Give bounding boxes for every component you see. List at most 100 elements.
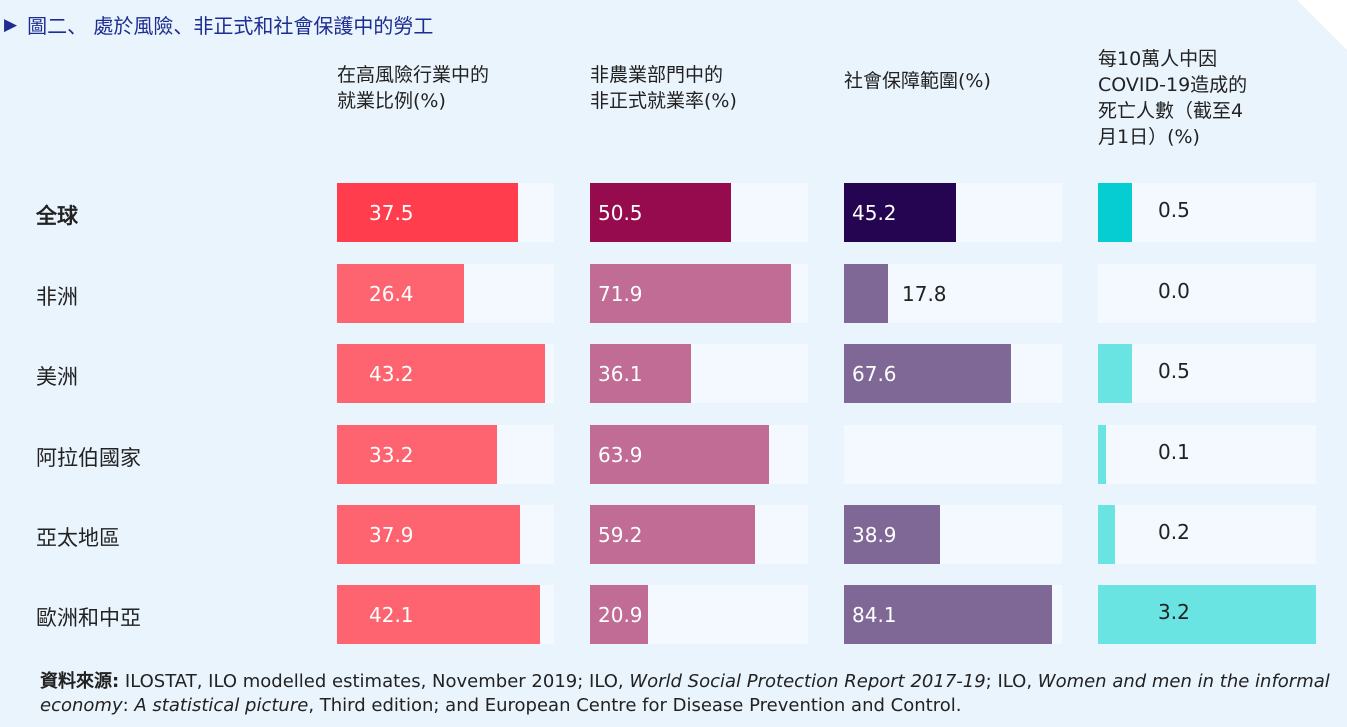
bar [844,505,940,564]
triangle-bullet-icon: ▶ [4,14,18,35]
chart-title: ▶ 圖二、 處於風險、非正式和社會保護中的勞工 [4,10,433,39]
source-text-1: ILOSTAT, ILO modelled estimates, Novembe… [119,671,630,692]
bar-track: 33.2 [337,425,554,484]
bar [337,425,497,484]
bar-track: 37.5 [337,183,554,242]
column-header-line: 死亡人數（截至4 [1098,100,1244,122]
bar [337,585,540,644]
bar-track: 0.1 [1098,425,1316,484]
data-label: 20.9 [598,603,643,627]
column-header-line: 就業比例(%) [337,90,446,112]
bar-track: 0.5 [1098,344,1316,403]
data-label: 63.9 [598,443,643,467]
data-label: 43.2 [369,362,414,386]
bar [337,264,464,323]
bar-track: 42.1 [337,585,554,644]
bar-track: 20.9 [590,585,808,644]
source-label: 資料來源: [40,671,120,692]
column-header-2: 非農業部門中的 非正式就業率(%) [590,62,737,114]
bar [844,183,956,242]
bar [844,344,1011,403]
data-label: 42.1 [369,603,414,627]
row-label: 全球 [36,204,78,228]
bar-track: 36.1 [590,344,808,403]
bar-track: 59.2 [590,505,808,564]
data-label: 17.8 [902,282,947,306]
bar-track: 71.9 [590,264,808,323]
column-header-line: 非農業部門中的 [590,64,724,86]
data-label: 0.5 [1158,198,1190,222]
bar-track: 37.9 [337,505,554,564]
bar-track: 26.4 [337,264,554,323]
row-label: 美洲 [36,365,78,389]
data-label: 45.2 [852,201,897,225]
bar [590,264,791,323]
column-header-line: 每10萬人中因 [1098,48,1218,70]
bar-track: 67.6 [844,344,1062,403]
data-label: 84.1 [852,603,897,627]
bar [1098,344,1132,403]
data-label: 0.2 [1158,520,1190,544]
bar-track: 3.2 [1098,585,1316,644]
bar [1098,183,1132,242]
bar [1098,425,1106,484]
row-label: 歐洲和中亞 [36,606,141,630]
bar [844,264,888,323]
bar [844,585,1052,644]
data-label: 26.4 [369,282,414,306]
bar-track: 0.2 [1098,505,1316,564]
bar-track: 63.9 [590,425,808,484]
column-header-4: 每10萬人中因 COVID-19造成的 死亡人數（截至4 月1日）(%) [1098,46,1247,150]
data-label: 0.0 [1158,279,1190,303]
bar [590,585,648,644]
bar [337,505,520,564]
source-text-3: : [122,695,135,716]
chart-title-text: 圖二、 處於風險、非正式和社會保護中的勞工 [27,14,434,38]
bar [337,183,518,242]
column-header-1: 在高風險行業中的 就業比例(%) [337,62,489,114]
source-note: 資料來源: ILOSTAT, ILO modelled estimates, N… [40,670,1330,718]
bar-track: 50.5 [590,183,808,242]
source-italic-3: A statistical picture [134,695,309,716]
bar [337,344,545,403]
data-label: 3.2 [1158,600,1190,624]
bar [590,344,691,403]
data-label: 71.9 [598,282,643,306]
row-label: 阿拉伯國家 [36,446,141,470]
column-header-line: COVID-19造成的 [1098,74,1248,96]
data-label: 37.5 [369,201,414,225]
bar-track: 0.0 [1098,264,1316,323]
bar-track: 0.5 [1098,183,1316,242]
bar [1098,585,1316,644]
bar [1098,505,1115,564]
bar-track: 84.1 [844,585,1062,644]
source-italic-1: World Social Protection Report 2017-19 [629,671,986,692]
bar-track: 17.8 [844,264,1062,323]
bar-track: 45.2 [844,183,1062,242]
data-label: 33.2 [369,443,414,467]
column-header-line: 非正式就業率(%) [590,90,737,112]
column-header-line: 社會保障範圍(%) [844,70,991,92]
bar [590,425,769,484]
source-italic-2: Women and men in the informal economy [40,671,1330,716]
bar-track: 38.9 [844,505,1062,564]
data-label: 0.1 [1158,440,1190,464]
bar [590,183,731,242]
column-header-line: 在高風險行業中的 [337,64,490,86]
bar-track [844,425,1062,484]
data-label: 37.9 [369,523,414,547]
data-label: 50.5 [598,201,643,225]
bar-track: 43.2 [337,344,554,403]
row-label: 亞太地區 [36,526,120,550]
column-header-3: 社會保障範圍(%) [844,68,991,94]
data-label: 59.2 [598,523,643,547]
bar [590,505,755,564]
source-text-4: , Third edition; and European Centre for… [308,695,962,716]
data-label: 38.9 [852,523,897,547]
row-label: 非洲 [36,285,78,309]
column-header-line: 月1日）(%) [1098,126,1200,148]
source-text-2: ; ILO, [985,671,1038,692]
data-label: 0.5 [1158,359,1190,383]
data-label: 36.1 [598,362,643,386]
data-label: 67.6 [852,362,897,386]
